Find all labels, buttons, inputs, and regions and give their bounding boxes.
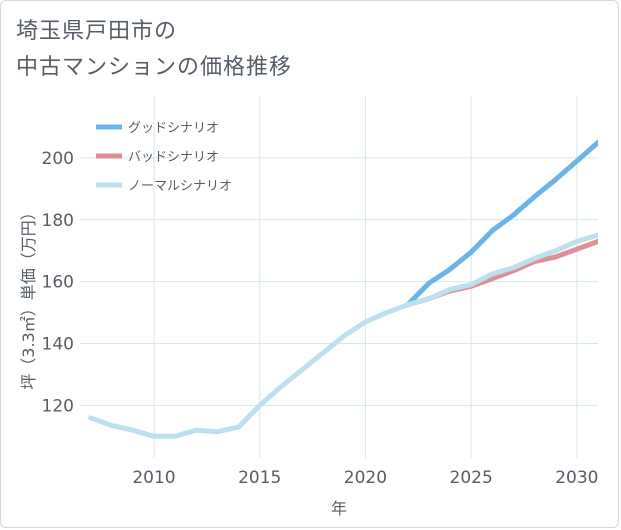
chart-title: 埼玉県戸田市の 中古マンションの価格推移 [16, 14, 292, 86]
y-tick-label: 200 [42, 149, 74, 169]
chart-title-line2: 中古マンションの価格推移 [16, 55, 293, 80]
y-tick-label: 120 [42, 396, 74, 416]
normal-scenario-line [88, 232, 598, 439]
y-axis-ticks: 120 140 160 180 200 [42, 149, 74, 417]
legend-label: バッドシナリオ [128, 150, 219, 165]
x-tick-label: 2010 [132, 468, 175, 488]
x-tick-label: 2020 [344, 468, 387, 488]
y-tick-label: 160 [42, 273, 74, 293]
x-axis-ticks: 2010 2015 2020 2025 2030 [132, 468, 598, 488]
good-scenario-line [405, 139, 598, 308]
x-tick-label: 2015 [238, 468, 281, 488]
x-axis-label: 年 [331, 499, 347, 518]
series-lines [88, 139, 598, 439]
grid-lines [80, 96, 598, 458]
legend-label: グッドシナリオ [128, 121, 219, 136]
y-tick-label: 180 [42, 211, 74, 231]
x-tick-label: 2025 [450, 468, 493, 488]
legend-label: ノーマルシナリオ [128, 179, 232, 194]
y-axis-label: 坪（3.3㎡）単価（万円） [19, 204, 38, 389]
y-tick-label: 140 [42, 335, 74, 355]
chart-title-line1: 埼玉県戸田市の [16, 19, 178, 44]
x-tick-label: 2030 [555, 468, 598, 488]
